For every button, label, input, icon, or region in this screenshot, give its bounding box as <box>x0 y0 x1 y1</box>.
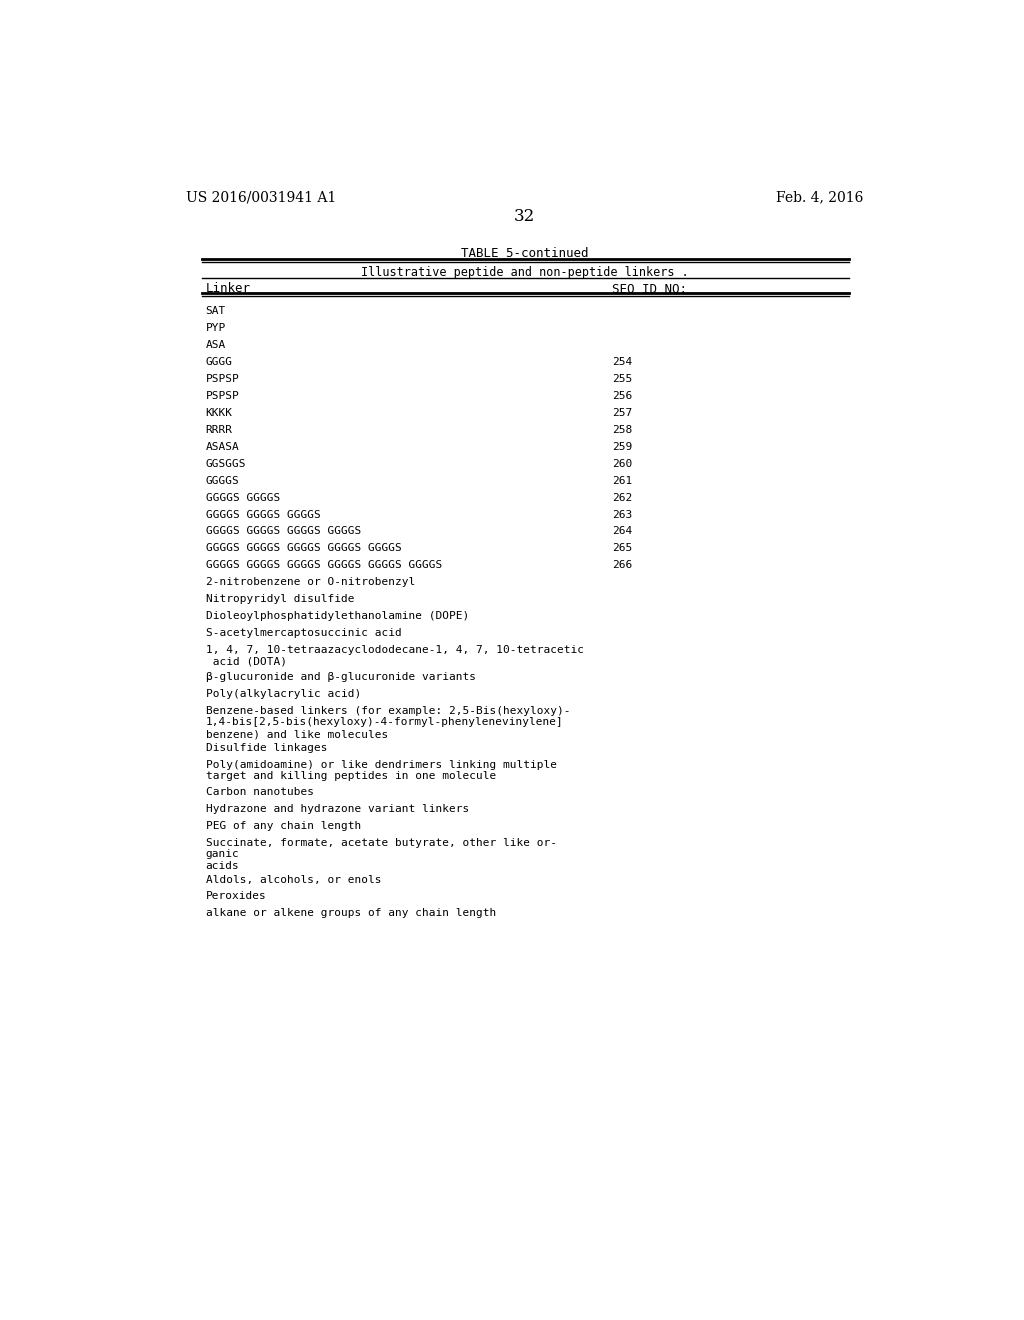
Text: Hydrazone and hydrazone variant linkers: Hydrazone and hydrazone variant linkers <box>206 804 469 813</box>
Text: 254: 254 <box>612 358 633 367</box>
Text: PEG of any chain length: PEG of any chain length <box>206 821 360 830</box>
Text: PYP: PYP <box>206 323 225 333</box>
Text: GGGGS GGGGS GGGGS GGGGS GGGGS: GGGGS GGGGS GGGGS GGGGS GGGGS <box>206 544 401 553</box>
Text: GGGGS GGGGS GGGGS GGGGS: GGGGS GGGGS GGGGS GGGGS <box>206 527 360 536</box>
Text: Carbon nanotubes: Carbon nanotubes <box>206 787 313 797</box>
Text: 264: 264 <box>612 527 633 536</box>
Text: ASA: ASA <box>206 341 225 350</box>
Text: GGGGS GGGGS: GGGGS GGGGS <box>206 492 280 503</box>
Text: PSPSP: PSPSP <box>206 391 240 401</box>
Text: 265: 265 <box>612 544 633 553</box>
Text: S-acetylmercaptosuccinic acid: S-acetylmercaptosuccinic acid <box>206 628 401 638</box>
Text: Peroxides: Peroxides <box>206 891 266 902</box>
Text: Benzene-based linkers (for example: 2,5-Bis(hexyloxy)-
1,4-bis[2,5-bis(hexyloxy): Benzene-based linkers (for example: 2,5-… <box>206 706 570 739</box>
Text: 32: 32 <box>514 209 536 226</box>
Text: PSPSP: PSPSP <box>206 374 240 384</box>
Text: Nitropyridyl disulfide: Nitropyridyl disulfide <box>206 594 354 605</box>
Text: Linker: Linker <box>206 282 251 296</box>
Text: 1, 4, 7, 10-tetraazacyclododecane-1, 4, 7, 10-tetracetic
 acid (DOTA): 1, 4, 7, 10-tetraazacyclododecane-1, 4, … <box>206 645 584 667</box>
Text: US 2016/0031941 A1: US 2016/0031941 A1 <box>186 191 336 205</box>
Text: 261: 261 <box>612 475 633 486</box>
Text: Poly(alkylacrylic acid): Poly(alkylacrylic acid) <box>206 689 360 698</box>
Text: 266: 266 <box>612 561 633 570</box>
Text: TABLE 5-continued: TABLE 5-continued <box>461 247 589 260</box>
Text: 2-nitrobenzene or O-nitrobenzyl: 2-nitrobenzene or O-nitrobenzyl <box>206 577 415 587</box>
Text: GGGGS GGGGS GGGGS: GGGGS GGGGS GGGGS <box>206 510 321 520</box>
Text: 263: 263 <box>612 510 633 520</box>
Text: 257: 257 <box>612 408 633 418</box>
Text: 260: 260 <box>612 459 633 469</box>
Text: Succinate, formate, acetate butyrate, other like or-
ganic
acids: Succinate, formate, acetate butyrate, ot… <box>206 838 556 871</box>
Text: 259: 259 <box>612 442 633 451</box>
Text: GGSGGS: GGSGGS <box>206 459 246 469</box>
Text: ASASA: ASASA <box>206 442 240 451</box>
Text: 258: 258 <box>612 425 633 434</box>
Text: GGGG: GGGG <box>206 358 232 367</box>
Text: 255: 255 <box>612 374 633 384</box>
Text: Aldols, alcohols, or enols: Aldols, alcohols, or enols <box>206 875 381 884</box>
Text: Feb. 4, 2016: Feb. 4, 2016 <box>776 191 863 205</box>
Text: 256: 256 <box>612 391 633 401</box>
Text: 262: 262 <box>612 492 633 503</box>
Text: KKKK: KKKK <box>206 408 232 418</box>
Text: Poly(amidoamine) or like dendrimers linking multiple
target and killing peptides: Poly(amidoamine) or like dendrimers link… <box>206 760 556 781</box>
Text: β-glucuronide and β-glucuronide variants: β-glucuronide and β-glucuronide variants <box>206 672 475 682</box>
Text: Dioleoylphosphatidylethanolamine (DOPE): Dioleoylphosphatidylethanolamine (DOPE) <box>206 611 469 622</box>
Text: GGGGS: GGGGS <box>206 475 240 486</box>
Text: alkane or alkene groups of any chain length: alkane or alkene groups of any chain len… <box>206 908 496 919</box>
Text: RRRR: RRRR <box>206 425 232 434</box>
Text: Illustrative peptide and non-peptide linkers .: Illustrative peptide and non-peptide lin… <box>360 267 689 280</box>
Text: GGGGS GGGGS GGGGS GGGGS GGGGS GGGGS: GGGGS GGGGS GGGGS GGGGS GGGGS GGGGS <box>206 561 441 570</box>
Text: Disulfide linkages: Disulfide linkages <box>206 743 327 752</box>
Text: SAT: SAT <box>206 306 225 317</box>
Text: SEQ ID NO:: SEQ ID NO: <box>612 282 687 296</box>
